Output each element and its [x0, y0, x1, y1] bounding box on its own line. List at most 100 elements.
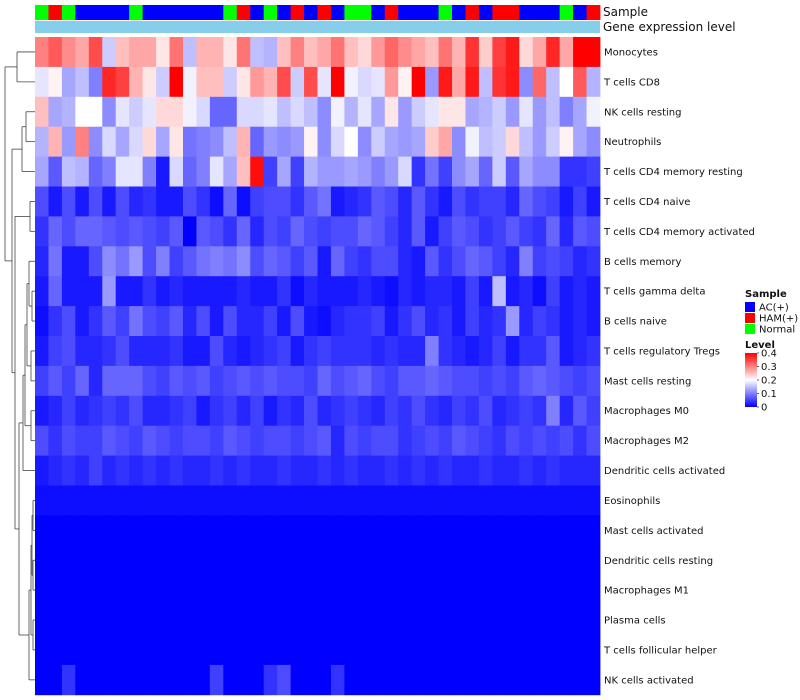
heatmap-cell	[317, 395, 332, 427]
heatmap-cell	[169, 216, 184, 247]
heatmap-cell	[142, 425, 157, 456]
heatmap-cell	[223, 96, 238, 128]
heatmap-cell	[290, 635, 305, 666]
heatmap-cell	[277, 485, 291, 516]
heatmap-cell	[452, 545, 466, 576]
heatmap-cell	[304, 96, 318, 128]
heatmap-cell	[519, 485, 534, 516]
heatmap-cell	[277, 336, 291, 367]
heatmap-cell	[330, 276, 345, 307]
heatmap-cell	[209, 306, 224, 337]
heatmap-cell	[223, 395, 238, 427]
heatmap-cell	[102, 664, 117, 696]
heatmap-cell	[546, 216, 561, 247]
sample-cell	[344, 5, 359, 20]
heatmap-cell	[330, 246, 345, 277]
sample-cell	[209, 5, 224, 20]
heatmap-cell	[223, 216, 238, 247]
heatmap-cell	[492, 664, 507, 696]
row-label: Plasma cells	[604, 616, 666, 627]
heatmap-cell	[465, 96, 480, 128]
heatmap-cell	[330, 635, 345, 666]
heatmap-cell	[492, 156, 507, 187]
heatmap-cell	[438, 66, 453, 98]
heatmap-cell	[182, 575, 197, 606]
heatmap-cell	[156, 66, 170, 98]
heatmap-cell	[384, 365, 399, 397]
heatmap-cell	[532, 276, 547, 307]
heatmap-cell	[236, 156, 251, 187]
track-labels: Sample Gene expression level	[603, 5, 736, 34]
heatmap-cell	[35, 425, 49, 456]
heatmap-cell	[330, 485, 345, 516]
heatmap-cell	[573, 37, 587, 68]
heatmap-cell	[344, 425, 359, 456]
heatmap-cell	[115, 336, 130, 367]
row-label: B cells memory	[604, 257, 681, 268]
heatmap-cell	[586, 575, 601, 606]
heatmap-cell	[304, 156, 318, 187]
heatmap-cell	[425, 395, 439, 427]
heatmap-cell	[250, 216, 265, 247]
heatmap-cell	[559, 485, 574, 516]
heatmap-cell	[196, 186, 211, 217]
heatmap-cell	[277, 216, 291, 247]
heatmap-cell	[452, 425, 466, 456]
heatmap-cell	[505, 575, 520, 606]
heatmap-cell	[330, 96, 345, 128]
heatmap-cell	[438, 96, 453, 128]
heatmap-cell	[573, 545, 587, 576]
heatmap-cell	[236, 575, 251, 606]
sample-cell	[115, 5, 130, 20]
heatmap-cell	[115, 395, 130, 427]
heatmap-cell	[263, 425, 278, 456]
heatmap-cell	[559, 365, 574, 397]
heatmap-cell	[88, 186, 103, 217]
heatmap-cell	[492, 455, 507, 486]
heatmap-cell	[425, 96, 439, 128]
heatmap-cell	[61, 395, 76, 427]
heatmap-cell	[344, 395, 359, 427]
heatmap-cell	[61, 96, 76, 128]
heatmap-cell	[61, 575, 76, 606]
heatmap-cell	[425, 126, 439, 157]
heatmap-cell	[478, 66, 493, 98]
heatmap-cell	[250, 664, 265, 696]
heatmap-cell	[384, 635, 399, 666]
row-label: Neutrophils	[604, 137, 661, 148]
heatmap-cell	[465, 395, 480, 427]
heatmap-cell	[438, 37, 453, 68]
heatmap-cell	[142, 635, 157, 666]
heatmap-cell	[532, 365, 547, 397]
heatmap-cell	[115, 96, 130, 128]
heatmap-cell	[586, 425, 601, 456]
heatmap-cell	[546, 664, 561, 696]
heatmap-cell	[61, 246, 76, 277]
heatmap-cell	[129, 365, 144, 397]
row-label: Macrophages M0	[604, 406, 689, 417]
heatmap-cell	[573, 515, 587, 546]
heatmap-cell	[492, 545, 507, 576]
heatmap-cell	[75, 545, 90, 576]
heatmap-cell	[156, 395, 170, 427]
expression-annotation-track	[35, 21, 600, 33]
sample-cell	[384, 5, 399, 20]
heatmap-cell	[371, 605, 386, 636]
heatmap-cell	[586, 156, 601, 187]
heatmap-cell	[263, 66, 278, 98]
heatmap-cell	[465, 365, 480, 397]
heatmap-cell	[250, 605, 265, 636]
heatmap-cell	[438, 515, 453, 546]
heatmap-cell	[88, 605, 103, 636]
heatmap-cell	[102, 425, 117, 456]
sample-cell	[559, 5, 574, 20]
heatmap-cell	[411, 425, 426, 456]
heatmap-cell	[384, 246, 399, 277]
heatmap-cell	[357, 485, 372, 516]
heatmap-cell	[398, 186, 413, 217]
heatmap-cell	[478, 365, 493, 397]
heatmap-cell	[505, 336, 520, 367]
heatmap-cell	[586, 635, 601, 666]
heatmap-cell	[452, 395, 466, 427]
heatmap-cell	[452, 635, 466, 666]
